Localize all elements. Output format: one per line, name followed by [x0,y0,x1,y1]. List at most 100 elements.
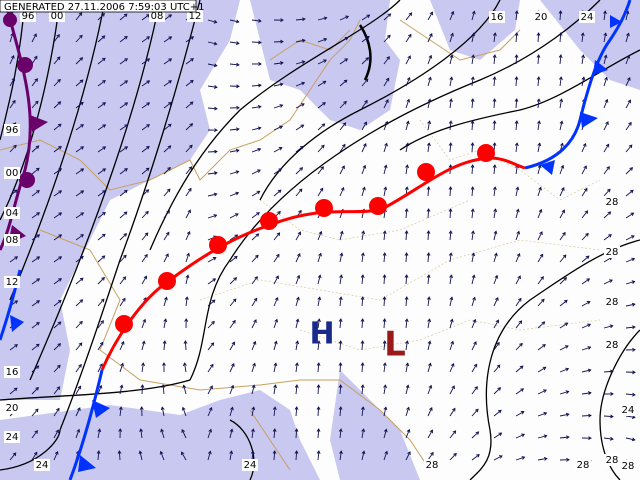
wind-head [497,387,502,391]
wind-arrow [75,34,83,43]
wind-shaft [75,12,82,21]
wind-shaft [75,407,81,417]
wind-head [77,407,81,411]
wind-head [251,384,256,389]
wind-shaft [471,33,475,43]
wind-head [563,277,568,281]
wind-shaft [229,429,233,439]
wind-shaft [471,209,474,219]
wind-arrow [625,167,634,175]
wind-head [181,406,186,411]
wind-arrow [97,212,106,219]
wind-shaft [603,279,613,285]
wind-shaft [449,77,453,87]
wind-arrow [581,346,592,351]
wind-arrow [427,429,433,439]
wind-shaft [339,451,342,461]
wind-arrow [581,165,587,175]
wind-arrow [449,32,454,43]
wind-head [407,55,411,60]
wind-arrow [141,145,150,153]
wind-shaft [625,99,631,109]
wind-arrow [515,275,521,285]
wind-arrow [207,406,213,417]
wind-head [497,409,502,414]
wind-shaft [163,232,170,241]
wind-arrow [625,144,633,153]
wind-arrow [339,37,349,43]
wind-shaft [97,233,106,241]
wind-shaft [603,211,611,219]
wind-head [629,167,634,171]
wind-arrow [163,296,168,307]
wind-head [364,78,369,83]
wind-arrow [207,41,218,46]
wind-head [168,102,172,106]
wind-shaft [97,168,106,175]
wind-shaft [163,297,167,307]
wind-arrow [163,58,173,65]
wind-arrow [515,388,525,395]
wind-shaft [603,166,610,175]
wind-arrow [405,120,410,131]
wind-arrow [251,147,262,153]
wind-shaft [537,344,546,351]
wind-arrow [603,369,614,374]
wind-arrow [536,54,541,65]
wind-head [565,367,570,372]
wind-shaft [141,319,146,329]
wind-shaft [383,451,388,461]
wind-shaft [361,385,364,395]
wind-arrow [273,18,284,23]
wind-arrow [514,120,519,131]
wind-shaft [559,345,569,351]
wind-arrow [272,406,277,417]
wind-shaft [75,234,84,241]
wind-arrow [75,407,81,417]
wind-head [124,58,128,62]
wind-head [471,230,475,235]
wind-shaft [229,385,234,395]
wind-head [586,278,591,282]
wind-shaft [515,231,520,241]
wind-head [558,32,563,36]
wind-shaft [471,454,480,461]
wind-shaft [361,187,366,197]
wind-arrow [53,386,61,395]
wind-shaft [471,253,475,263]
wind-shaft [515,388,524,395]
wind-arrow [338,428,343,439]
wind-shaft [75,190,84,197]
wind-shaft [537,76,540,87]
wind-head [251,406,256,411]
wind-shaft [339,187,345,197]
wind-shaft [97,277,105,285]
wind-shaft [141,341,145,351]
wind-arrow [427,384,433,395]
wind-arrow [97,57,106,65]
wind-shaft [141,124,150,131]
isobar-label-box [4,124,20,136]
wind-arrow [31,386,39,395]
wind-head [235,191,240,196]
wind-head [120,340,125,345]
wind-shaft [119,276,126,285]
wind-arrow [316,384,321,395]
wind-head [382,318,387,322]
wind-head [382,274,387,278]
wind-arrow [493,252,498,263]
wind-shaft [405,34,412,43]
wind-arrow [207,128,218,133]
wind-arrow [559,277,568,285]
wind-head [229,450,234,455]
wind-shaft [317,253,322,263]
wind-head [166,188,171,193]
wind-arrow [581,210,589,219]
wind-arrow [559,367,570,373]
wind-arrow [273,275,279,285]
wind-arrow [426,208,431,219]
wind-head [405,164,409,169]
wind-shaft [229,256,238,263]
wind-head [214,149,218,154]
wind-shaft [559,209,565,219]
